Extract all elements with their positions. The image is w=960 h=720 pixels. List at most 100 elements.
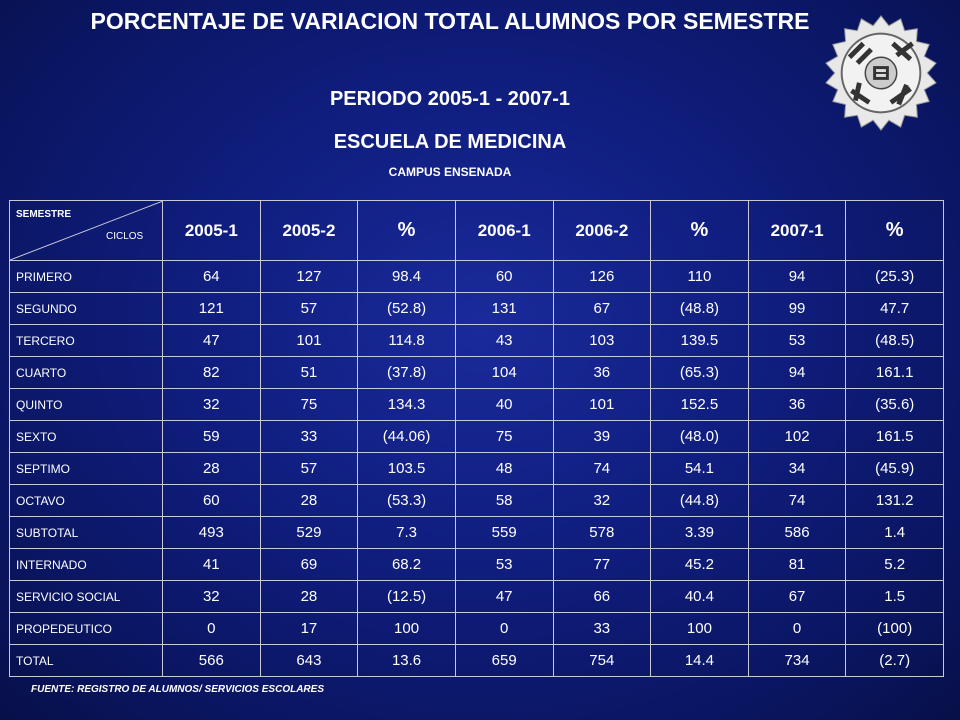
table-cell: 60 [454,260,554,293]
table-cell: 60 [162,484,261,517]
row-label: QUINTO [9,388,163,421]
table-cell: 566 [162,644,261,677]
table-cell: 43 [454,324,554,357]
table-cell: (25.3) [845,260,944,293]
table-cell: 754 [552,644,652,677]
table-cell: 66 [552,580,652,613]
column-header: 2005-2 [259,200,359,261]
table-cell: 127 [259,260,359,293]
period-subtitle: PERIODO 2005-1 - 2007-1 [329,88,571,110]
row-label: INTERNADO [9,548,163,581]
table-cell: 28 [162,452,261,485]
table-cell: 7.3 [357,516,456,549]
table-cell: (35.6) [845,388,944,421]
table-cell: (37.8) [357,356,456,389]
table-cell: 53 [747,324,847,357]
campus-subtitle: CAMPUS ENSENADA [388,165,512,179]
table-cell: 48 [454,452,554,485]
table-cell: 40 [454,388,554,421]
table-cell: 39 [552,420,652,453]
column-header: % [650,200,749,261]
table-cell: 54.1 [650,452,749,485]
table-cell: 131.2 [845,484,944,517]
table-cell: 643 [259,644,359,677]
table-cell: 75 [454,420,554,453]
row-label: SEPTIMO [9,452,163,485]
table-cell: 134.3 [357,388,456,421]
table-body: PRIMERO 64 127 98.4 60 126 110 94 (25.3) SEGUNDO 1… [9,260,944,677]
table-row: QUINTO 32 75 134.3 40 101 152.5 36 (35.6) [9,388,944,421]
table-cell: 59 [162,420,261,453]
row-label: SEGUNDO [9,292,163,325]
row-label: SERVICIO SOCIAL [9,580,163,613]
row-label: CUARTO [9,356,163,389]
table-cell: 32 [162,388,261,421]
table-row: PRIMERO 64 127 98.4 60 126 110 94 (25.3) [9,260,944,293]
column-header: 2005-1 [162,200,261,261]
table-cell: 14.4 [650,644,749,677]
table-row: SEPTIMO 28 57 103.5 48 74 54.1 34 (45.9) [9,452,944,485]
table-row: OCTAVO 60 28 (53.3) 58 32 (44.8) 74 131.2 [9,484,944,517]
table-row: TOTAL 566 643 13.6 659 754 14.4 734 (2.7) [9,644,944,677]
table-cell: 82 [162,356,261,389]
table-cell: 64 [162,260,261,293]
table-cell: (44.06) [357,420,456,453]
table-cell: 152.5 [650,388,749,421]
table-cell: 34 [747,452,847,485]
table-cell: 104 [454,356,554,389]
corner-label-semestre: SEMESTRE [16,209,72,220]
table-cell: 0 [454,612,554,645]
table-row: SEXTO 59 33 (44.06) 75 39 (48.0) 102 161.5 [9,420,944,453]
table-cell: 94 [747,356,847,389]
table-row: CUARTO 82 51 (37.8) 104 36 (65.3) 94 161.1 [9,356,944,389]
table-cell: (100) [845,612,944,645]
table-cell: 81 [747,548,847,581]
table-cell: (48.0) [650,420,749,453]
table-cell: 58 [454,484,554,517]
table-cell: 578 [552,516,652,549]
table-cell: (52.8) [357,292,456,325]
column-header: 2006-1 [454,200,554,261]
header-corner-cell: SEMESTRE CICLOS [9,200,163,261]
table-cell: 1.4 [845,516,944,549]
table-cell: 77 [552,548,652,581]
table-cell: 100 [650,612,749,645]
table-cell: 47.7 [845,292,944,325]
page-title: PORCENTAJE DE VARIACION TOTAL ALUMNOS PO… [90,8,810,34]
table-cell: 131 [454,292,554,325]
table-cell: 53 [454,548,554,581]
table-cell: 47 [454,580,554,613]
table-cell: 121 [162,292,261,325]
table-cell: 74 [552,452,652,485]
table-cell: 45.2 [650,548,749,581]
enrollment-table: SEMESTRE CICLOS 2005-1 2005-2 % 2006-1 2… [9,200,944,677]
table-cell: 94 [747,260,847,293]
row-label: PRIMERO [9,260,163,293]
table-cell: 103 [552,324,652,357]
table-cell: 36 [747,388,847,421]
table-cell: 47 [162,324,261,357]
table-row: PROPEDEUTICO 0 17 100 0 33 100 0 (100) [9,612,944,645]
table-cell: 161.1 [845,356,944,389]
table-cell: (2.7) [845,644,944,677]
table-cell: 28 [259,580,359,613]
table-cell: 57 [259,452,359,485]
table-cell: 98.4 [357,260,456,293]
column-header: % [357,200,456,261]
table-cell: 32 [162,580,261,613]
table-cell: 0 [162,612,261,645]
table-row: TERCERO 47 101 114.8 43 103 139.5 53 (48.5) [9,324,944,357]
table-cell: 126 [552,260,652,293]
table-cell: (44.8) [650,484,749,517]
table-cell: 41 [162,548,261,581]
table-cell: 659 [454,644,554,677]
row-label: SUBTOTAL [9,516,163,549]
table-cell: 13.6 [357,644,456,677]
row-label: OCTAVO [9,484,163,517]
table-cell: 67 [747,580,847,613]
row-label: TOTAL [9,644,163,677]
table-cell: 102 [747,420,847,453]
table-cell: 139.5 [650,324,749,357]
row-label: PROPEDEUTICO [9,612,163,645]
table-cell: 75 [259,388,359,421]
